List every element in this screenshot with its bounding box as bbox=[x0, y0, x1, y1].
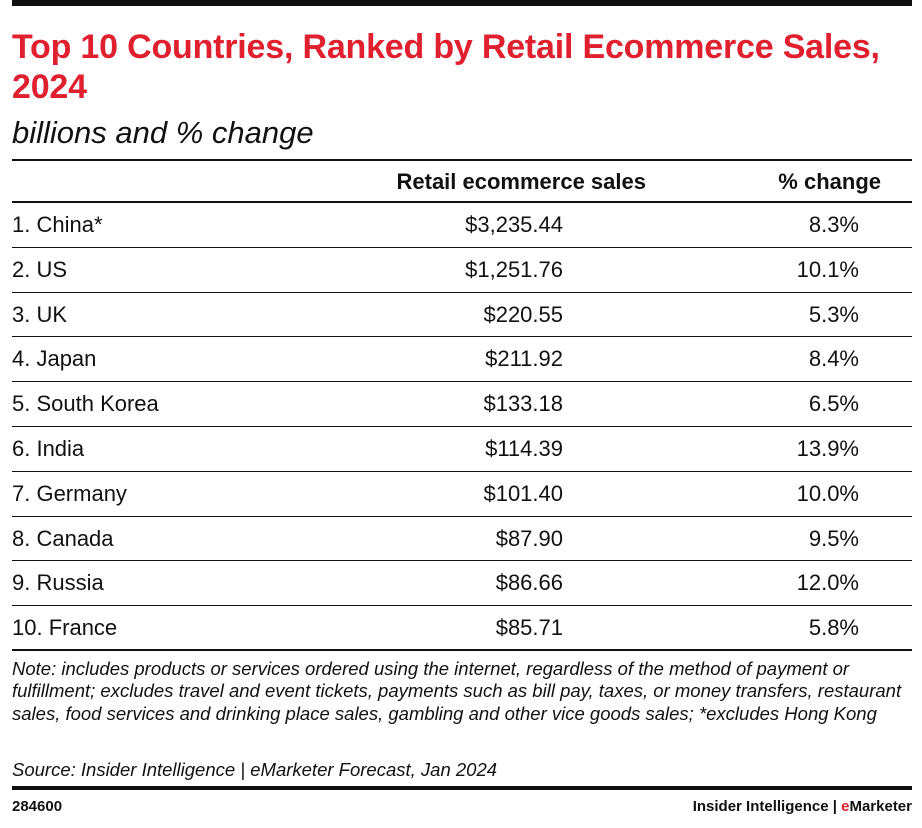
country-name-cell: 10. France bbox=[12, 615, 118, 641]
sales-value-cell: $101.40 bbox=[483, 480, 563, 506]
column-header-sales: Retail ecommerce sales bbox=[396, 169, 647, 194]
brand-e-letter: e bbox=[841, 798, 850, 815]
chart-subtitle: billions and % change bbox=[12, 115, 314, 150]
country-name-cell: 4. Japan bbox=[12, 346, 97, 372]
data-table: Retail ecommerce sales % change 1. China… bbox=[12, 159, 912, 651]
sales-value-cell: $133.18 bbox=[483, 391, 563, 417]
country-name-cell: 2. US bbox=[12, 256, 68, 282]
sales-value-cell: $87.90 bbox=[495, 525, 563, 551]
percent-change-cell: 5.3% bbox=[808, 301, 859, 327]
footnote: Note: includes products or services orde… bbox=[12, 658, 902, 724]
table-row: 10. France $85.71 5.8% bbox=[12, 606, 912, 651]
sales-value-cell: $211.92 bbox=[485, 346, 563, 372]
country-name-cell: 3. UK bbox=[12, 301, 68, 327]
percent-change-cell: 5.8% bbox=[808, 615, 859, 641]
brand-name-rest: Marketer bbox=[849, 798, 912, 815]
country-name-cell: 9. Russia bbox=[12, 570, 104, 596]
sales-value-cell: $220.55 bbox=[483, 301, 563, 327]
table-row: 2. US $1,251.76 10.1% bbox=[12, 248, 912, 293]
sales-value-cell: $1,251.76 bbox=[465, 256, 563, 282]
chart-id: 284600 bbox=[12, 798, 63, 815]
percent-change-cell: 9.5% bbox=[808, 525, 859, 551]
country-name-cell: 7. Germany bbox=[12, 480, 127, 506]
top-border-bar bbox=[12, 0, 912, 6]
percent-change-cell: 6.5% bbox=[808, 391, 859, 417]
country-name-cell: 8. Canada bbox=[12, 525, 114, 551]
footer-divider bbox=[12, 786, 912, 790]
table-row: 7. Germany $101.40 10.0% bbox=[12, 472, 912, 517]
column-header-change: % change bbox=[778, 169, 881, 194]
brand-logo: Insider Intelligence | eMarketer bbox=[693, 797, 912, 817]
table-row: 5. South Korea $133.18 6.5% bbox=[12, 382, 912, 427]
sales-value-cell: $114.39 bbox=[485, 435, 563, 461]
source-line: Source: Insider Intelligence | eMarketer… bbox=[12, 759, 498, 780]
country-name-cell: 6. India bbox=[12, 435, 85, 461]
table-row: 6. India $114.39 13.9% bbox=[12, 427, 912, 472]
table-row: 1. China* $3,235.44 8.3% bbox=[12, 203, 912, 248]
sales-value-cell: $3,235.44 bbox=[465, 212, 563, 237]
sales-value-cell: $85.71 bbox=[495, 615, 563, 641]
brand-name: Insider Intelligence | bbox=[692, 798, 842, 815]
percent-change-cell: 8.3% bbox=[808, 212, 859, 237]
percent-change-cell: 13.9% bbox=[796, 435, 859, 461]
percent-change-cell: 12.0% bbox=[796, 570, 859, 596]
country-name-cell: 1. China* bbox=[12, 212, 103, 237]
percent-change-cell: 10.1% bbox=[796, 256, 859, 282]
percent-change-cell: 10.0% bbox=[796, 480, 859, 506]
table-row: 3. UK $220.55 5.3% bbox=[12, 293, 912, 338]
chart-title: Top 10 Countries, Ranked by Retail Ecomm… bbox=[12, 28, 880, 106]
table-row: 8. Canada $87.90 9.5% bbox=[12, 517, 912, 562]
sales-value-cell: $86.66 bbox=[495, 570, 563, 596]
country-name-cell: 5. South Korea bbox=[12, 391, 159, 417]
table-body: 1. China* $3,235.44 8.3% 2. US $1,251.76 10.1… bbox=[12, 203, 912, 651]
table-row: 4. Japan $211.92 8.4% bbox=[12, 337, 912, 383]
table-row: 9. Russia $86.66 12.0% bbox=[12, 561, 912, 607]
table-header: Retail ecommerce sales % change bbox=[12, 159, 912, 203]
percent-change-cell: 8.4% bbox=[808, 346, 859, 372]
